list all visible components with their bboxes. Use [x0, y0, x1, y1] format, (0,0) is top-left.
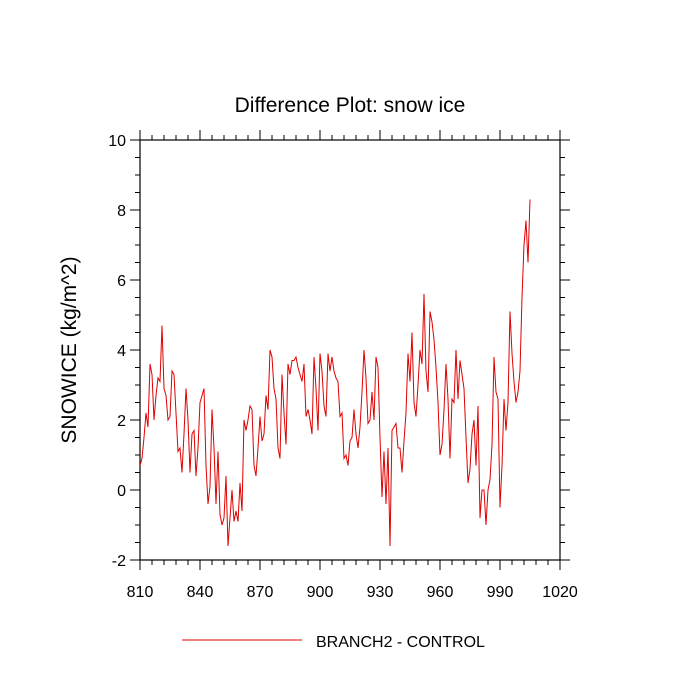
y-tick-label: 4	[117, 343, 126, 360]
x-tick-label: 960	[427, 584, 454, 601]
y-tick-label: 6	[117, 273, 126, 290]
y-tick-label: 2	[117, 413, 126, 430]
legend-label: BRANCH2 - CONTROL	[316, 634, 485, 651]
axis-ticks	[130, 130, 570, 570]
x-tick-label: 900	[307, 584, 334, 601]
plot-area	[139, 139, 561, 561]
x-tick-label: 990	[487, 584, 514, 601]
y-tick-label: 10	[108, 133, 126, 150]
series-line-branch2-control	[139, 199, 531, 547]
y-tick-label: 0	[117, 483, 126, 500]
y-axis-tick-labels: -2 0 2 4 6 8 10	[108, 133, 126, 570]
x-tick-label: 810	[127, 584, 154, 601]
chart-title: Difference Plot: snow ice	[235, 94, 466, 117]
y-tick-label: 8	[117, 203, 126, 220]
y-tick-label: -2	[112, 553, 126, 570]
y-axis-label: SNOWICE (kg/m^2)	[58, 256, 81, 443]
x-tick-label: 1020	[542, 584, 578, 601]
plot-border	[139, 139, 561, 561]
x-tick-label: 870	[247, 584, 274, 601]
x-tick-label: 930	[367, 584, 394, 601]
x-tick-label: 840	[187, 584, 214, 601]
x-axis-tick-labels: 810 840 870 900 930 960 990 1020	[127, 584, 578, 601]
legend: BRANCH2 - CONTROL	[182, 634, 485, 651]
